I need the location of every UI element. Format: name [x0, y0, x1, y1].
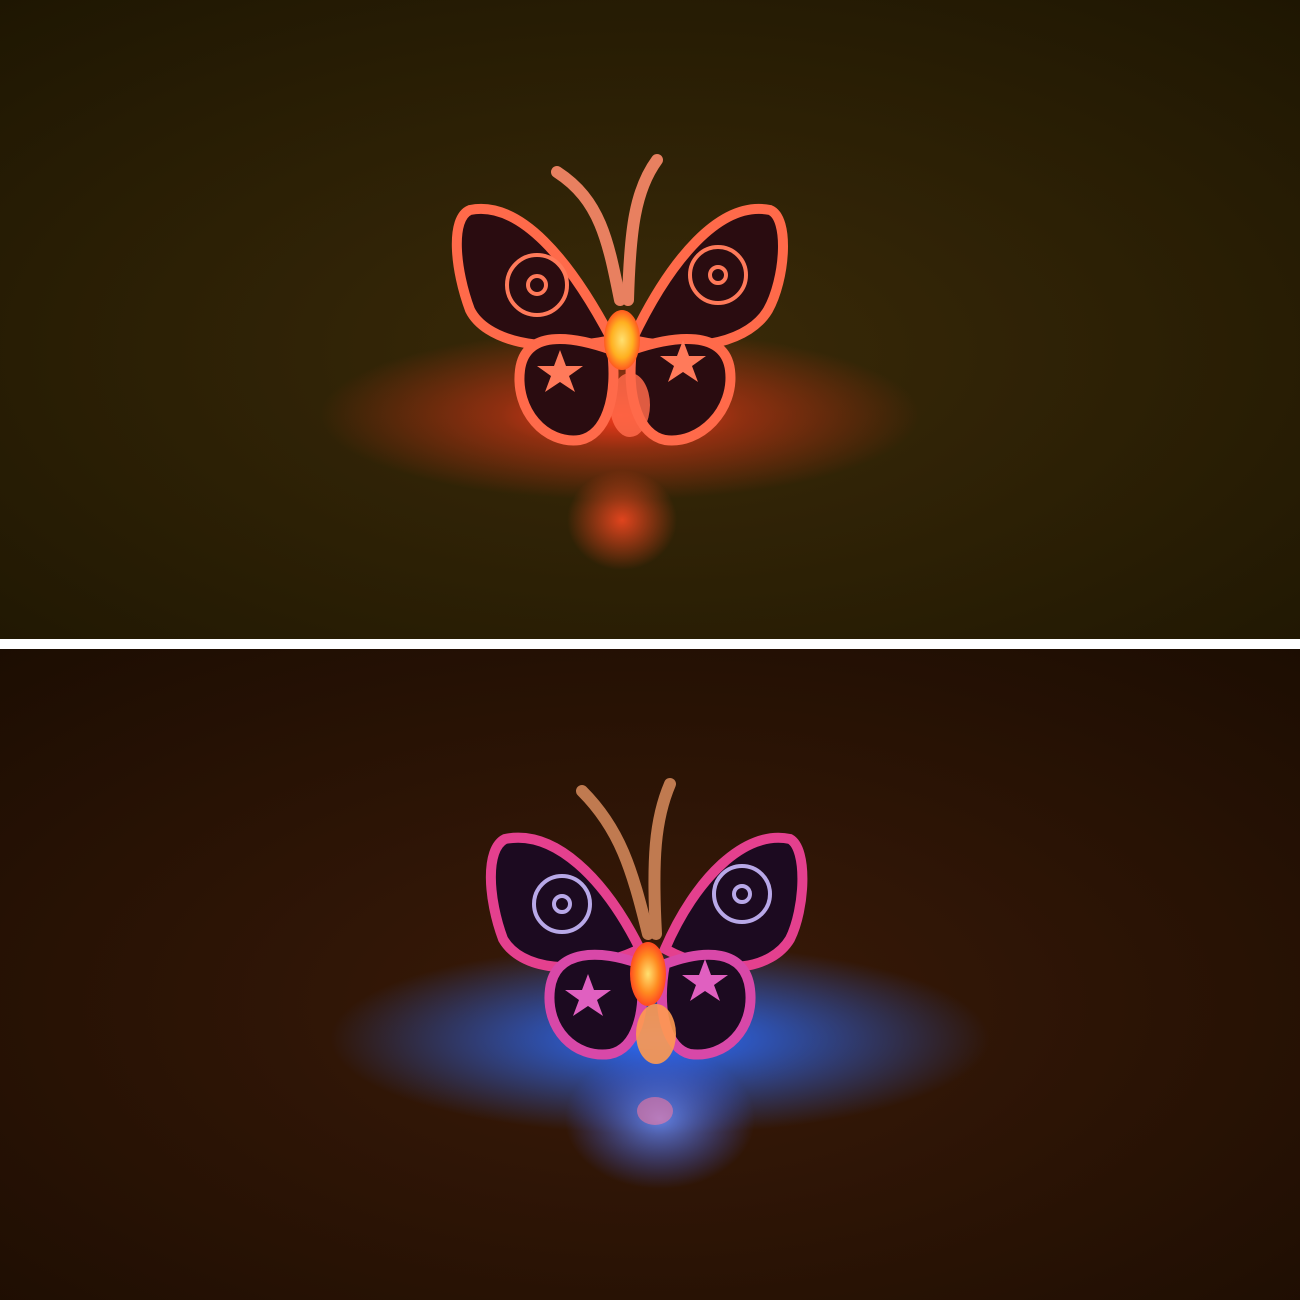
butterfly — [451, 154, 788, 446]
butterfly-tail — [636, 1004, 676, 1064]
right-flower-icon — [712, 864, 772, 924]
butterfly-body-light — [630, 942, 666, 1006]
top-photo-red-butterfly — [0, 0, 1300, 639]
left-star-icon — [537, 350, 583, 392]
red-butterfly-scene — [0, 0, 1300, 639]
reflection-spot — [637, 1097, 673, 1125]
left-antenna — [551, 166, 626, 306]
lower-left-wing — [514, 333, 619, 446]
butterfly-tail — [610, 373, 650, 437]
left-flower-icon — [532, 874, 592, 934]
left-star-icon — [565, 974, 611, 1016]
left-antenna — [576, 785, 654, 940]
right-star-icon — [660, 340, 706, 382]
right-antenna — [622, 154, 663, 306]
panel-divider — [0, 639, 1300, 649]
butterfly-body-light — [604, 310, 640, 370]
left-flower-icon — [505, 253, 569, 317]
right-star-icon — [682, 959, 728, 1001]
bottom-photo-blue-butterfly — [0, 649, 1300, 1300]
blue-butterfly-scene — [0, 649, 1300, 1300]
reflection — [567, 470, 677, 570]
right-antenna — [648, 778, 676, 940]
butterfly — [485, 778, 808, 1064]
right-flower-icon — [688, 245, 748, 305]
